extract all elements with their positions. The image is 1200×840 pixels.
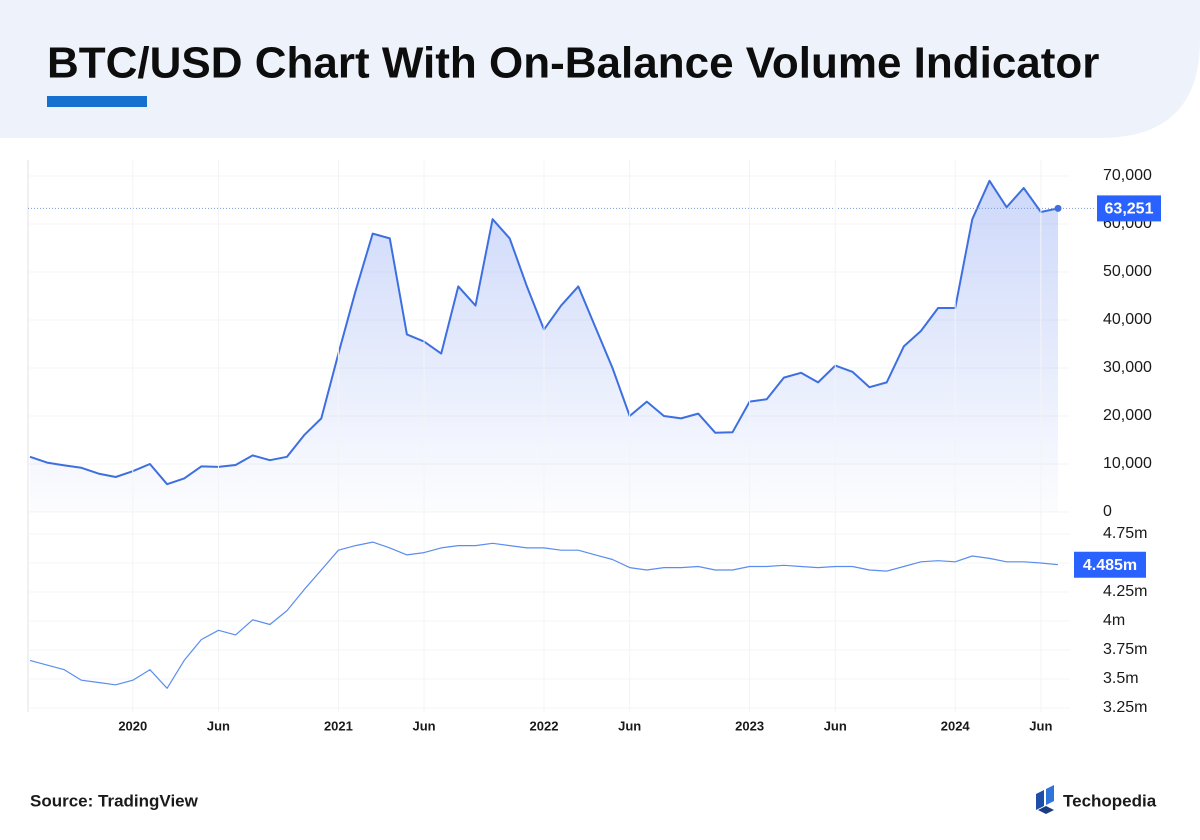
y-tick-label: 3.5m: [1103, 670, 1139, 687]
y-tick-label: 4m: [1103, 612, 1125, 629]
x-tick-label: Jun: [1029, 718, 1052, 733]
last-point: [1054, 204, 1062, 212]
source: Source: TradingView: [30, 791, 199, 810]
x-tick-label: Jun: [207, 718, 230, 733]
brand: Techopedia: [1063, 791, 1157, 810]
x-tick-label: 2020: [118, 718, 147, 733]
y-tick-label: 3.75m: [1103, 641, 1147, 658]
x-tick-label: Jun: [413, 718, 436, 733]
y-tick-label: 0: [1103, 503, 1112, 520]
x-tick-label: 2022: [530, 718, 559, 733]
series-line: [29, 541, 1059, 689]
y-tick-label: 3.25m: [1103, 699, 1147, 716]
brand-logo: [1036, 785, 1054, 814]
x-tick-label: Jun: [618, 718, 641, 733]
x-tick-label: 2021: [324, 718, 353, 733]
y-tick-label: 50,000: [1103, 263, 1152, 280]
value-label: 4.485m: [1083, 557, 1137, 574]
x-tick-label: 2024: [941, 718, 971, 733]
y-tick-label: 70,000: [1103, 167, 1152, 184]
header-banner: [0, 0, 1200, 138]
x-tick-label: 2023: [735, 718, 764, 733]
plots: 010,00020,00030,00040,00050,00060,00070,…: [28, 160, 1161, 733]
y-tick-label: 30,000: [1103, 359, 1152, 376]
title-underline: [47, 96, 147, 107]
y-tick-label: 4.75m: [1103, 525, 1147, 542]
y-tick-label: 10,000: [1103, 455, 1152, 472]
y-tick-label: 20,000: [1103, 407, 1152, 424]
page-title: BTC/USD Chart With On-Balance Volume Ind…: [47, 39, 1099, 88]
value-label-box: [1097, 195, 1161, 222]
y-tick-label: 40,000: [1103, 311, 1152, 328]
value-label: 63,251: [1105, 201, 1154, 218]
value-label-box: [1074, 551, 1146, 578]
x-tick-label: Jun: [824, 718, 847, 733]
y-tick-label: 4.25m: [1103, 583, 1147, 600]
